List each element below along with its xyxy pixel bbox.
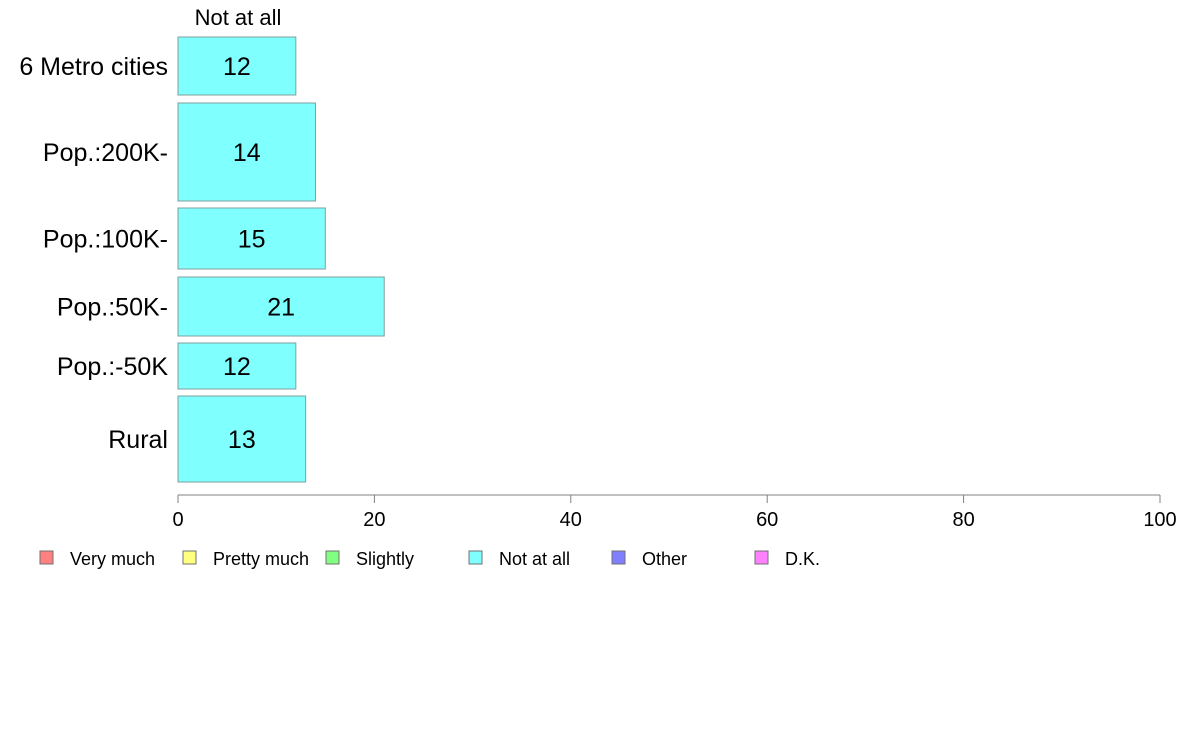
x-tick-label: 100 xyxy=(1143,509,1176,531)
legend-label: Pretty much xyxy=(213,549,309,569)
data-label: 15 xyxy=(238,226,266,254)
data-label: 12 xyxy=(223,353,251,381)
category-label: Pop.:50K- xyxy=(57,294,168,322)
legend-label: Not at all xyxy=(499,549,570,569)
series-header: Not at all xyxy=(195,5,282,30)
x-tick-label: 60 xyxy=(756,509,778,531)
category-label: Pop.:-50K xyxy=(57,353,169,381)
x-tick-label: 80 xyxy=(952,509,974,531)
bar-chart: Not at all 126 Metro cities14Pop.:200K-1… xyxy=(0,0,1188,736)
legend-swatch xyxy=(183,551,196,564)
legend-label: D.K. xyxy=(785,549,820,569)
data-label: 21 xyxy=(267,294,295,322)
x-tick-label: 0 xyxy=(172,509,183,531)
legend-label: Very much xyxy=(70,549,155,569)
category-label: 6 Metro cities xyxy=(19,53,168,81)
legend-swatch xyxy=(469,551,482,564)
category-label: Pop.:200K- xyxy=(43,139,168,167)
legend: Very much Pretty much Slightly Not at all Ot… xyxy=(40,549,820,569)
bars-group: 12 6 Metro cities 14 Pop.:200K- 15 Pop.:100K-… xyxy=(19,37,384,482)
data-label: 14 xyxy=(233,139,261,167)
data-label: 13 xyxy=(228,426,256,454)
category-label: Pop.:100K- xyxy=(43,226,168,254)
legend-label: Other xyxy=(642,549,687,569)
x-tick-label: 20 xyxy=(363,509,385,531)
legend-swatch xyxy=(612,551,625,564)
legend-swatch xyxy=(326,551,339,564)
x-axis: 0 20 40 60 80 100 xyxy=(172,495,1176,531)
x-tick-label: 40 xyxy=(560,509,582,531)
data-label: 12 xyxy=(223,53,251,81)
legend-label: Slightly xyxy=(356,549,414,569)
legend-swatch xyxy=(755,551,768,564)
legend-swatch xyxy=(40,551,53,564)
category-label: Rural xyxy=(108,426,168,454)
